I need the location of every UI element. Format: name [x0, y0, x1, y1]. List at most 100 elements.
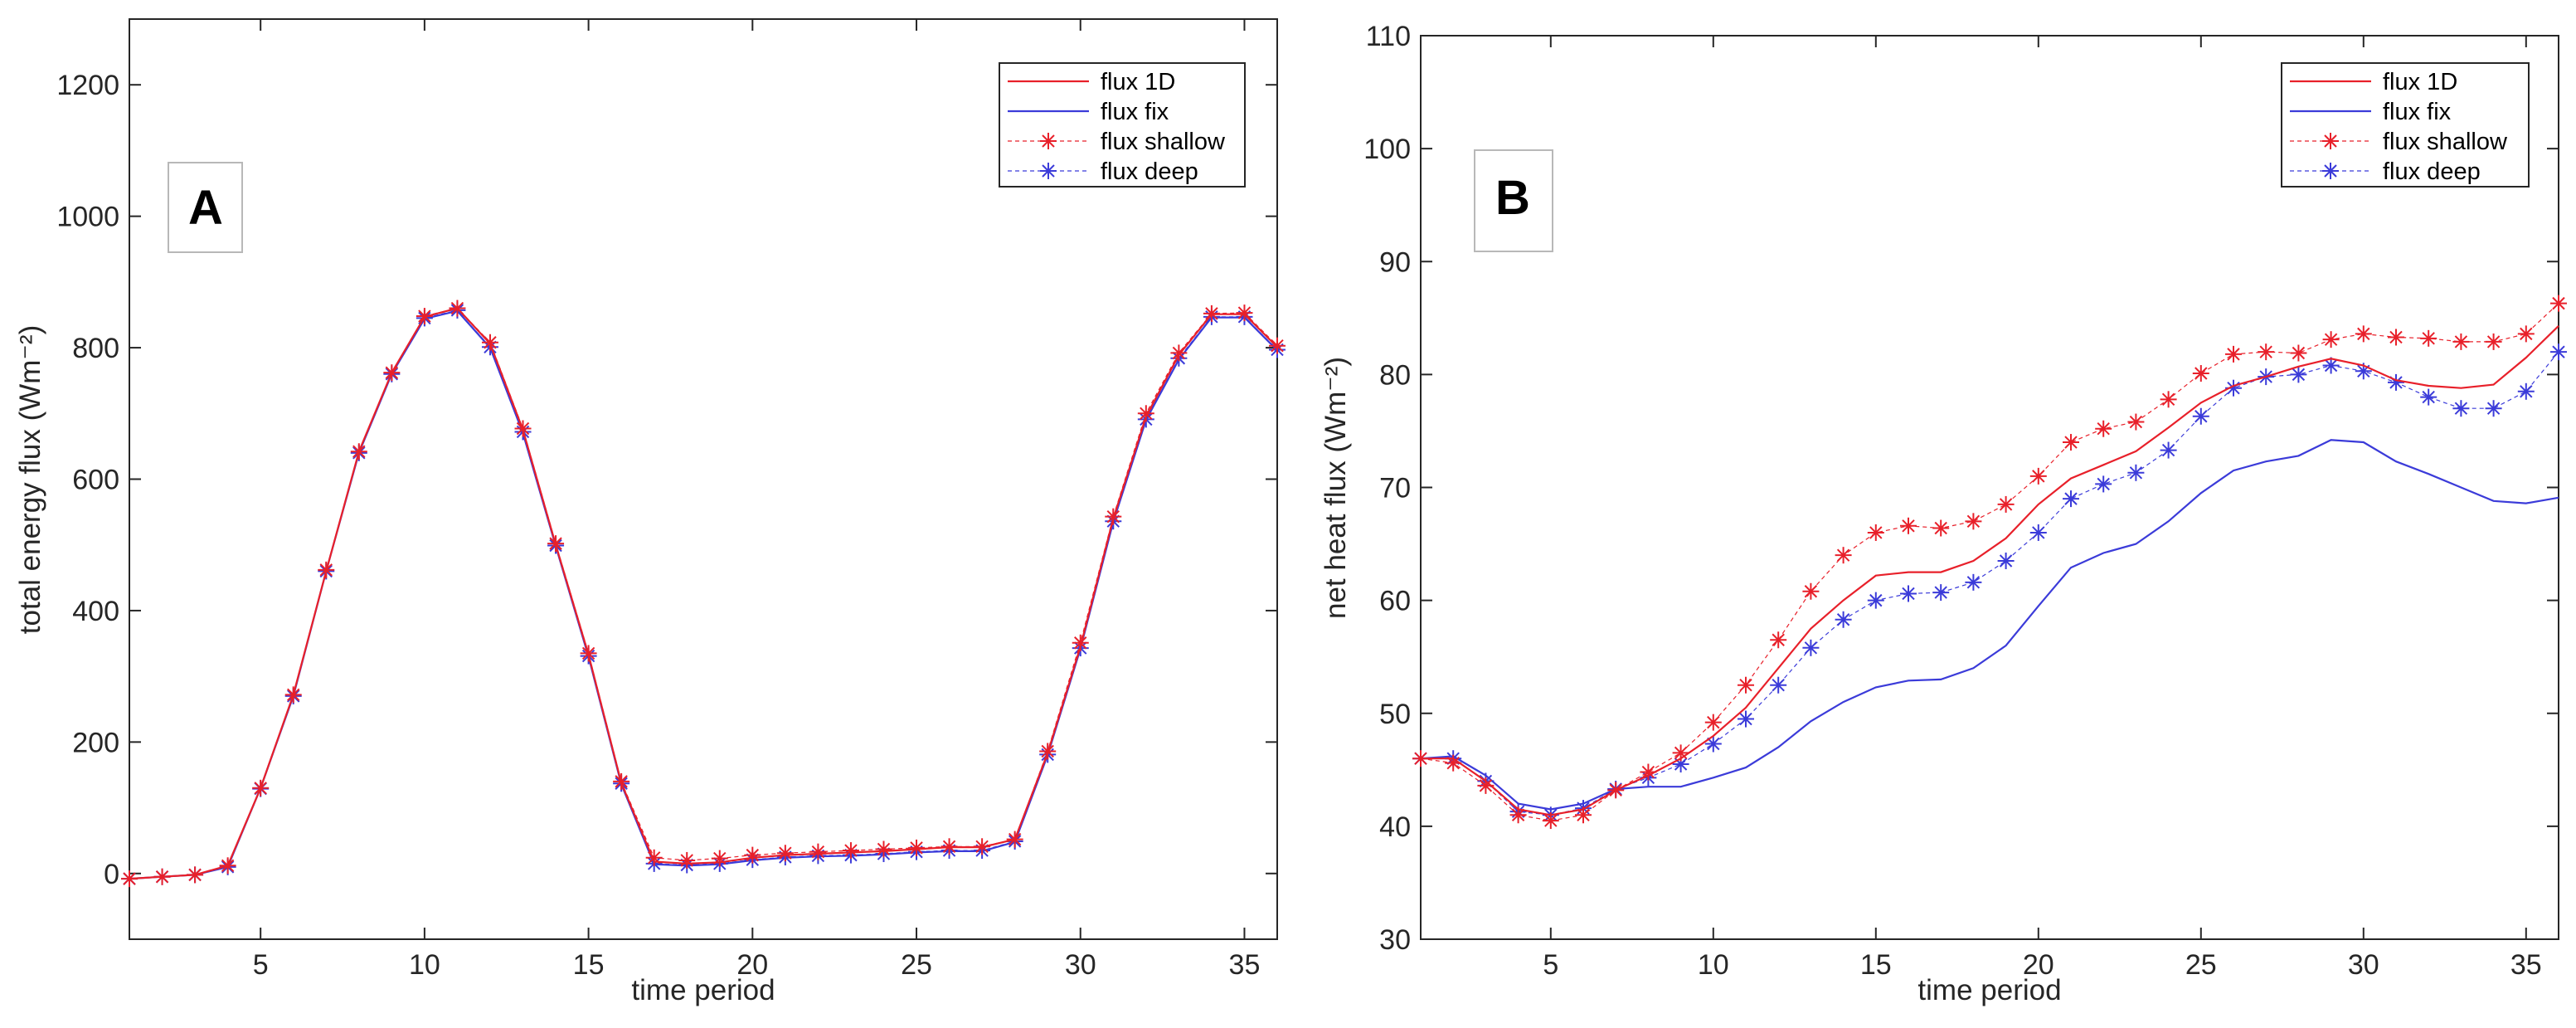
series-line-flux-deep — [1421, 351, 2559, 816]
data-point — [2192, 365, 2209, 382]
data-point — [2225, 345, 2242, 363]
data-point — [1738, 710, 1754, 728]
data-point — [1932, 519, 1950, 537]
x-tick-label: 20 — [736, 949, 768, 981]
legend-item: flux 1D — [2290, 69, 2457, 95]
data-point — [1640, 763, 1657, 781]
data-point — [1236, 305, 1253, 322]
data-point — [2485, 333, 2502, 350]
data-point — [1203, 305, 1220, 322]
data-point — [2127, 464, 2145, 481]
data-point — [284, 686, 302, 704]
data-point — [1802, 582, 1820, 600]
y-tick-label: 600 — [72, 465, 119, 496]
data-point — [1072, 634, 1089, 651]
x-tick-label: 30 — [1065, 949, 1096, 981]
data-point — [514, 420, 532, 437]
data-point — [2550, 295, 2567, 312]
data-point — [121, 870, 138, 888]
legend-item: flux deep — [1008, 158, 1198, 185]
data-point — [1770, 631, 1787, 649]
x-tick-label: 5 — [253, 949, 269, 981]
data-point — [2420, 388, 2437, 406]
legend-label: flux deep — [2383, 158, 2481, 185]
data-point — [1900, 517, 1917, 534]
data-point — [1802, 639, 1820, 656]
series-line-flux-1D — [1421, 325, 2559, 816]
data-point — [1835, 547, 1852, 564]
x-tick-label: 30 — [2348, 949, 2379, 981]
data-point — [1542, 812, 1559, 830]
y-axis-ticks: 30 40 50 60 70 80 90 100 110 — [1363, 21, 2559, 956]
legend-item: flux 1D — [1008, 69, 1175, 95]
legend-marker — [2322, 163, 2339, 179]
data-point — [2258, 343, 2275, 361]
data-point — [2485, 400, 2502, 417]
data-point — [2095, 475, 2112, 493]
y-axis-ticks: 0 200 400 600 800 1000 1200 — [56, 70, 1277, 890]
data-point — [1575, 806, 1592, 824]
data-point — [1477, 777, 1495, 794]
y-tick-label: 100 — [1363, 134, 1411, 165]
data-point — [481, 334, 498, 351]
y-tick-label: 800 — [72, 333, 119, 364]
series-line-flux-fix — [1420, 439, 2559, 811]
panel-label: B — [1495, 171, 1530, 225]
chart-a: 0 200 400 600 800 1000 1200 5 10 15 20 25 30 35 time… — [14, 18, 1286, 1006]
data-point — [383, 364, 401, 382]
panel-label: A — [188, 181, 223, 235]
data-point — [940, 838, 958, 855]
data-point — [252, 779, 270, 797]
x-tick-label: 15 — [573, 949, 605, 981]
data-point — [1006, 831, 1023, 848]
data-point — [153, 868, 171, 885]
legend-item: flux fix — [2290, 99, 2452, 125]
data-point — [1965, 573, 1982, 591]
legend-marker — [1040, 163, 1057, 179]
data-point — [1932, 584, 1950, 602]
legend-label: flux shallow — [2383, 129, 2508, 155]
data-point — [645, 849, 663, 866]
data-point — [2192, 407, 2209, 425]
panel-label-box: A — [168, 162, 243, 253]
data-point — [2160, 391, 2177, 408]
data-point — [1039, 743, 1057, 760]
x-tick-label: 25 — [901, 949, 932, 981]
y-axis-title: net heat flux (Wm⁻²) — [1320, 357, 1352, 619]
chart-b: 30 40 50 60 70 80 90 100 110 5 10 15 20 25 30 35 time … — [1320, 21, 2567, 1006]
data-point — [974, 838, 991, 855]
y-tick-label: 40 — [1379, 811, 1411, 843]
x-tick-label: 5 — [1543, 949, 1558, 981]
y-tick-label: 50 — [1379, 699, 1411, 730]
data-point — [318, 561, 335, 578]
panel-label-box: B — [1474, 149, 1553, 252]
data-point — [809, 843, 827, 860]
data-point — [1997, 495, 2015, 513]
series-line-flux-fix — [129, 309, 1278, 880]
data-point — [1900, 585, 1917, 602]
data-point — [1412, 750, 1429, 767]
data-point — [2452, 400, 2470, 417]
data-point — [2063, 490, 2079, 508]
series-line-flux-shallow — [1420, 303, 2559, 821]
legend: flux 1D flux fix flux shallow flux deep — [2281, 62, 2530, 188]
data-point — [1835, 611, 1852, 628]
legend-label: flux 1D — [2383, 69, 2457, 95]
series-group — [1412, 295, 2567, 830]
data-point — [1704, 714, 1722, 731]
data-point — [2127, 413, 2145, 431]
data-point — [350, 443, 367, 460]
y-tick-label: 400 — [72, 596, 119, 627]
data-point — [219, 857, 236, 875]
x-tick-label: 35 — [1229, 949, 1261, 981]
y-tick-label: 110 — [1366, 21, 1411, 52]
y-axis-title: total energy flux (Wm⁻²) — [14, 325, 46, 634]
data-point — [1770, 676, 1787, 694]
series-line-flux-deep — [129, 309, 1278, 879]
data-point — [2517, 325, 2535, 343]
y-tick-label: 1200 — [56, 70, 119, 101]
data-point — [678, 851, 696, 869]
data-point — [2160, 441, 2177, 459]
data-point — [2063, 434, 2079, 451]
data-point — [1509, 806, 1527, 824]
